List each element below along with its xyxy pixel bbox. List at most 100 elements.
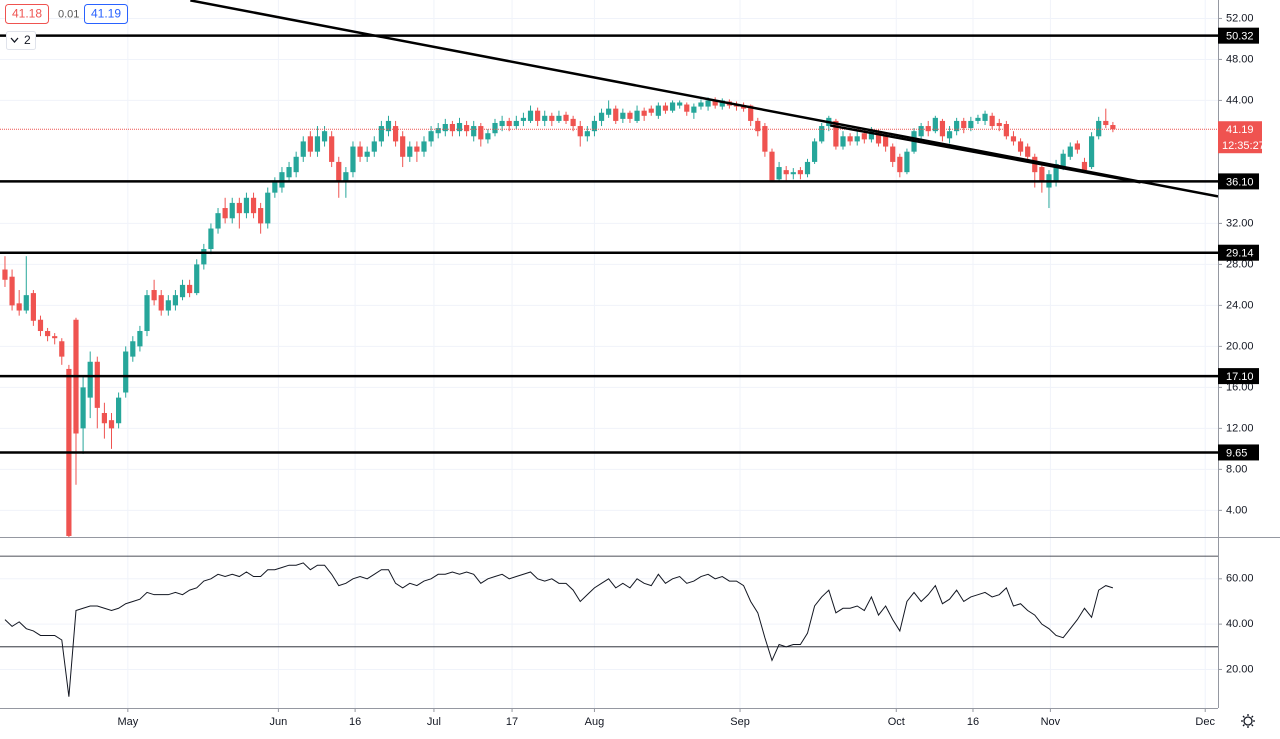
- candle-body: [1081, 161, 1088, 171]
- candle-body: [584, 131, 590, 137]
- candle-body: [1017, 141, 1024, 152]
- candle-body: [1096, 120, 1102, 137]
- settings-button[interactable]: [1241, 714, 1255, 728]
- candle-body: [449, 124, 455, 132]
- y-tick-label: 44.00: [1226, 94, 1254, 106]
- candle-body: [812, 141, 818, 162]
- candle-body: [59, 341, 65, 357]
- candle-body: [769, 151, 775, 181]
- candle-body: [783, 170, 789, 175]
- y-tick-label: 60.00: [1226, 573, 1254, 585]
- trend-line: [830, 124, 1141, 184]
- x-tick-label: Nov: [1041, 716, 1061, 728]
- candle-body: [641, 110, 647, 116]
- level-box: [1218, 244, 1259, 261]
- candle-body: [755, 120, 761, 132]
- candle-body: [577, 126, 583, 137]
- candle-body: [1053, 163, 1059, 183]
- candle-body: [890, 146, 896, 162]
- candle-body: [705, 100, 711, 107]
- candle-body: [329, 136, 335, 162]
- gear-spokes: [1241, 714, 1255, 728]
- candle-body: [662, 105, 669, 111]
- x-tick-label: Dec: [1195, 716, 1215, 728]
- last-price-box: [1218, 121, 1262, 154]
- candle-body: [861, 133, 867, 140]
- candle-body: [1074, 143, 1080, 150]
- bid-box[interactable]: [5, 4, 49, 24]
- y-tick-label: 40.00: [1226, 618, 1254, 630]
- candle-body: [194, 264, 200, 294]
- candle-body: [840, 136, 846, 147]
- level-box: [1218, 444, 1259, 461]
- candle-body: [187, 284, 193, 294]
- y-tick-label: 12.00: [1226, 422, 1254, 434]
- candle-body: [1088, 136, 1095, 168]
- candle-body: [968, 120, 974, 129]
- candle-body: [776, 167, 782, 180]
- candle-body: [101, 412, 107, 424]
- candle-body: [549, 115, 555, 121]
- candle-body: [286, 167, 292, 178]
- candle-body: [80, 387, 86, 429]
- candle-body: [158, 295, 164, 311]
- candle-body: [350, 146, 356, 173]
- candle-body: [229, 202, 235, 219]
- x-tick-label: Sep: [730, 716, 750, 728]
- level-label: 29.14: [1226, 248, 1254, 260]
- candle-body: [52, 336, 58, 339]
- candle-body: [407, 146, 413, 157]
- candle-body: [300, 141, 306, 157]
- candle-body: [961, 120, 967, 129]
- candle-body: [939, 120, 946, 137]
- candle-body: [357, 146, 363, 157]
- candle-body: [428, 131, 434, 142]
- trend-line: [190, 0, 1218, 198]
- x-tick-label: May: [117, 716, 138, 728]
- candle-body: [478, 126, 484, 140]
- candle-body: [1103, 120, 1109, 126]
- candle-body: [932, 117, 938, 132]
- candle-body: [16, 303, 22, 311]
- chevron-icon: [10, 37, 19, 43]
- candle-body: [634, 110, 640, 121]
- candle-body: [215, 213, 221, 229]
- y-tick-label: 32.00: [1226, 217, 1254, 229]
- candle-body: [1060, 153, 1066, 168]
- x-tick-label: 16: [349, 716, 361, 728]
- candle-body: [201, 249, 207, 265]
- level-box: [1218, 173, 1259, 190]
- candle-body: [535, 110, 541, 121]
- candle-body: [719, 100, 725, 107]
- ask-box[interactable]: [84, 4, 128, 24]
- candle-body: [2, 269, 8, 280]
- candle-body: [378, 126, 384, 142]
- candle-body: [151, 290, 157, 301]
- candle-body: [314, 136, 321, 152]
- candle-body: [442, 124, 448, 132]
- x-tick-label: Oct: [888, 716, 905, 728]
- candle-body: [556, 115, 562, 121]
- candle-body: [819, 126, 825, 142]
- candle-body: [116, 397, 122, 424]
- candle-body: [307, 136, 313, 152]
- candle-body: [506, 120, 512, 127]
- candle-body: [712, 100, 718, 106]
- level-label: 50.32: [1226, 31, 1254, 43]
- candle-body: [684, 104, 690, 112]
- level-box: [1218, 27, 1259, 44]
- y-tick-label: 20.00: [1226, 340, 1254, 352]
- indicator-toggle[interactable]: [6, 31, 36, 50]
- candle-body: [648, 108, 654, 113]
- candle-body: [272, 182, 278, 193]
- candle-body: [108, 420, 115, 429]
- y-tick-label: 20.00: [1226, 663, 1254, 675]
- candle-body: [918, 126, 924, 137]
- ask: 41.19: [91, 7, 121, 21]
- candle-body: [868, 131, 875, 140]
- candle-body: [364, 151, 370, 157]
- candle-body: [847, 136, 853, 142]
- candle-body: [989, 115, 995, 127]
